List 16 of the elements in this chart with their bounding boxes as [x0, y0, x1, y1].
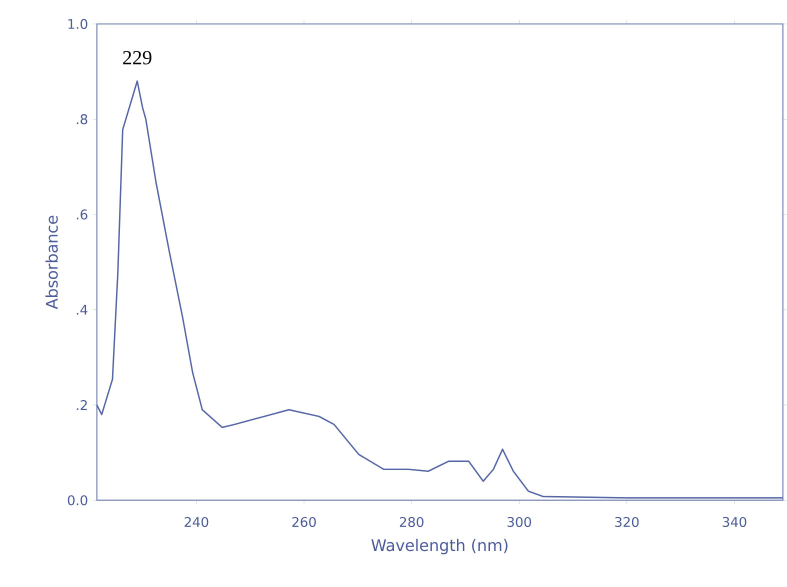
x-tick-label: 300 — [508, 516, 532, 527]
x-axis-title: Wavelength (nm) — [371, 538, 508, 554]
x-tick-label: 280 — [400, 516, 424, 527]
annotation: 229 — [123, 50, 152, 64]
x-tick-label: 260 — [292, 516, 316, 527]
y-axis-title: Absorbance — [45, 216, 58, 310]
y-tick-label: .8 — [76, 114, 88, 124]
y-tick-label: .4 — [76, 304, 88, 315]
x-tick-label: 320 — [615, 516, 639, 527]
y-tick-label: .2 — [76, 400, 87, 410]
y-tick-label: 0.0 — [68, 495, 88, 506]
x-tick-label: 340 — [722, 516, 746, 527]
line-series — [96, 80, 784, 499]
x-tick-label: 240 — [184, 516, 208, 527]
y-tick-label: 1.0 — [68, 18, 88, 29]
y-tick-label: .6 — [76, 209, 88, 220]
